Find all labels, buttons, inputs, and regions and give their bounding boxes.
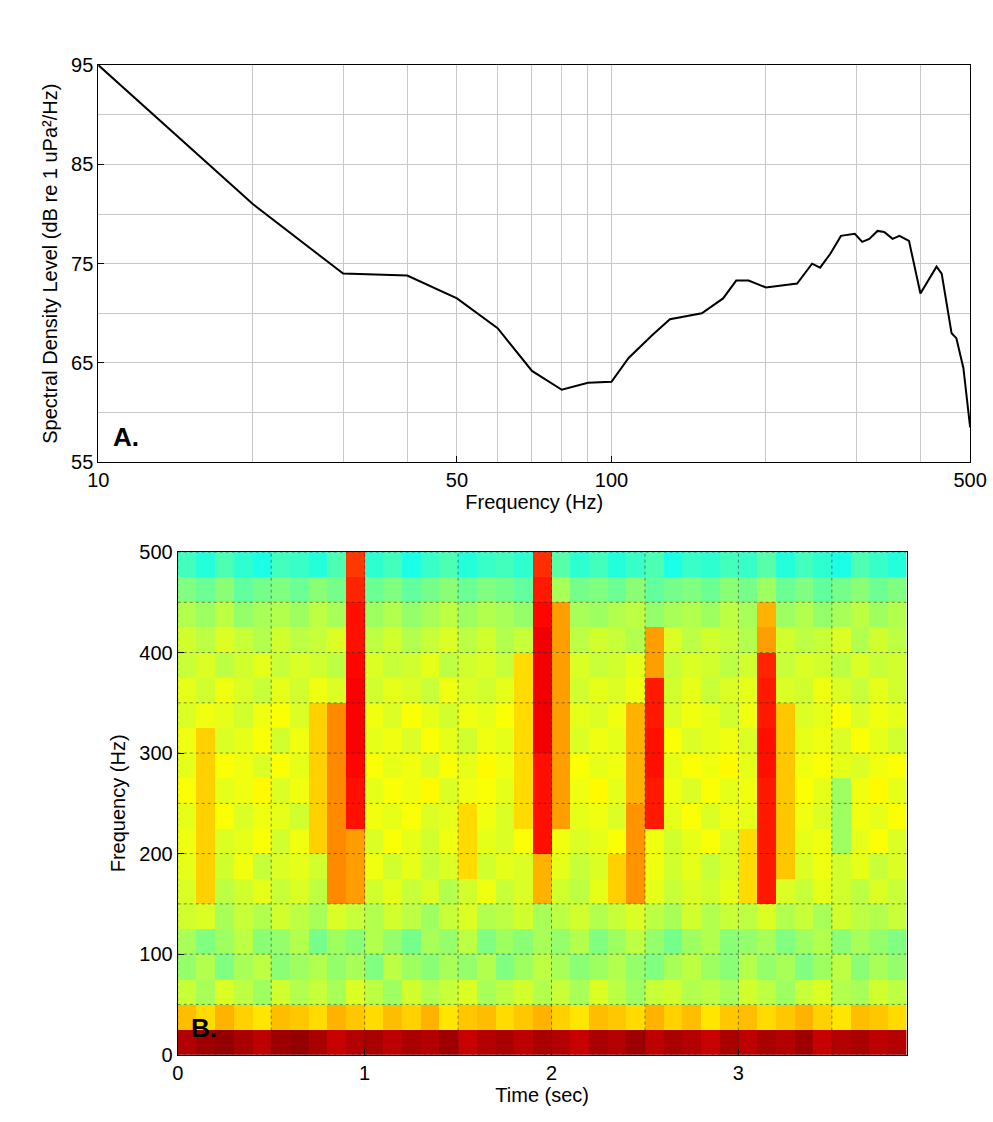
svg-text:A.: A. — [113, 422, 139, 452]
svg-text:10: 10 — [87, 469, 109, 491]
svg-text:65: 65 — [71, 352, 93, 374]
svg-text:500: 500 — [139, 541, 172, 563]
svg-text:95: 95 — [71, 54, 93, 76]
svg-text:200: 200 — [139, 843, 172, 865]
svg-text:500: 500 — [953, 469, 986, 491]
svg-text:2: 2 — [546, 1062, 557, 1084]
svg-text:Frequency (Hz): Frequency (Hz) — [107, 734, 129, 872]
svg-text:0: 0 — [172, 1062, 183, 1084]
svg-text:75: 75 — [71, 253, 93, 275]
svg-text:300: 300 — [139, 742, 172, 764]
svg-text:3: 3 — [733, 1062, 744, 1084]
svg-text:100: 100 — [139, 943, 172, 965]
svg-text:Spectral Density Level (dB re: Spectral Density Level (dB re 1 uPa²/Hz) — [39, 84, 61, 444]
svg-text:Frequency (Hz): Frequency (Hz) — [465, 491, 603, 513]
svg-text:B.: B. — [191, 1013, 217, 1043]
svg-text:1: 1 — [359, 1062, 370, 1084]
svg-text:50: 50 — [446, 469, 468, 491]
svg-text:100: 100 — [595, 469, 628, 491]
svg-text:400: 400 — [139, 642, 172, 664]
svg-text:Time (sec): Time (sec) — [495, 1084, 589, 1106]
svg-text:55: 55 — [71, 451, 93, 473]
svg-text:85: 85 — [71, 153, 93, 175]
svg-text:0: 0 — [162, 1044, 173, 1066]
